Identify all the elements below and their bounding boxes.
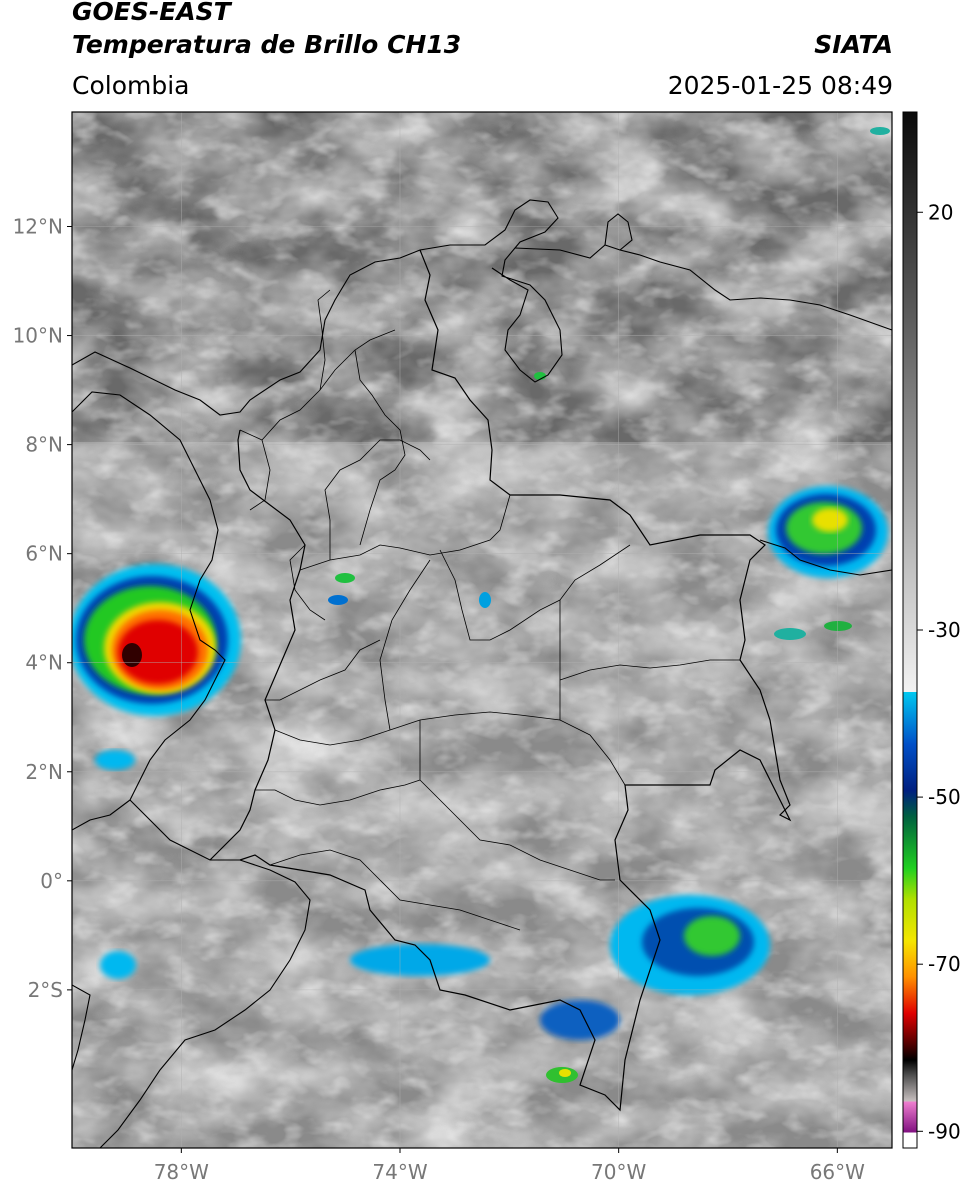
latitude-axis: 12°N 10°N 8°N 6°N 4°N 2°N 0° 2°S	[13, 215, 72, 1002]
colombia-border	[209, 249, 792, 1112]
lon-tick-label: 74°W	[372, 1160, 427, 1184]
title-product: Temperatura de Brillo CH13	[72, 30, 462, 59]
storm-amazon	[350, 895, 770, 1083]
title-satellite: GOES-EAST	[72, 0, 231, 26]
source-label: SIATA	[814, 30, 893, 59]
lon-tick-label: 78°W	[154, 1160, 209, 1184]
storm-pacific	[72, 564, 241, 979]
graticule	[72, 112, 892, 1148]
map-canvas	[72, 112, 892, 1148]
lat-tick-label: 8°N	[25, 433, 63, 457]
lon-tick-label: 70°W	[591, 1160, 646, 1184]
colorbar-tick-label: -50	[928, 785, 961, 809]
map-frame	[71, 111, 893, 1149]
lat-tick-label: 4°N	[25, 651, 63, 675]
colorbar-tick-label: -90	[928, 1119, 961, 1143]
lat-tick-label: 2°S	[28, 978, 63, 1002]
lat-tick-label: 0°	[40, 869, 63, 893]
timestamp: 2025-01-25 08:49	[667, 71, 893, 100]
colorbar	[902, 111, 918, 1149]
colorbar-tick-label: -70	[928, 952, 961, 976]
region-label: Colombia	[72, 71, 190, 100]
colorbar-tick-label: 20	[928, 200, 953, 224]
lat-tick-label: 12°N	[13, 215, 63, 239]
storm-venezuela-east	[768, 486, 888, 640]
department-borders	[239, 289, 740, 931]
lat-tick-label: 2°N	[25, 760, 63, 784]
lon-tick-label: 66°W	[810, 1160, 865, 1184]
colorbar-axis: 20 -30 -50 -70 -90	[917, 200, 961, 1143]
colorbar-tick-label: -30	[928, 618, 961, 642]
lat-tick-label: 6°N	[25, 542, 63, 566]
coastlines	[72, 199, 892, 1148]
lat-tick-label: 10°N	[13, 324, 63, 348]
longitude-axis: 78°W 74°W 70°W 66°W	[154, 1148, 865, 1184]
